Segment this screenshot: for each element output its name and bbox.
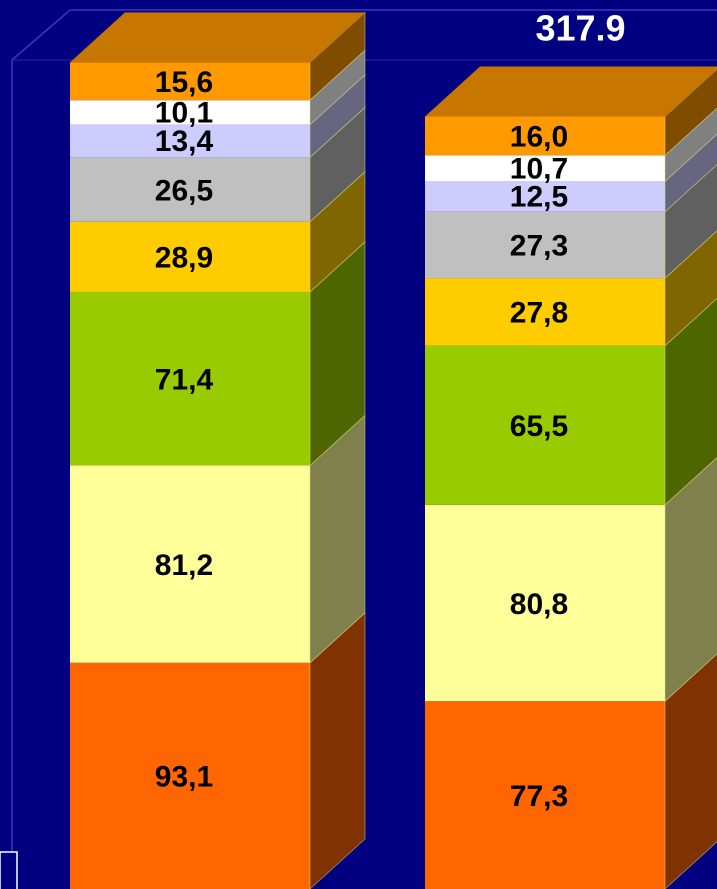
bar-2-segment-4-label: 27,8	[510, 297, 568, 330]
bar-1-segment-2	[70, 465, 310, 663]
bar-2-segment-4-side	[664, 230, 717, 347]
bar-2-segment-1-side	[664, 653, 717, 889]
segment-labels: 93,1 81,2 71,4 28,9 26,5 13,410,115,6 77,3 80,8…	[155, 66, 568, 813]
bar-2-segment-6-side	[664, 133, 717, 213]
bar-2-segment-7-label: 10,7	[510, 152, 568, 185]
bar-1-segment-8	[70, 62, 310, 101]
bar-1-segment-5-label: 26,5	[155, 174, 213, 207]
bar-1-segment-7-label: 10,1	[155, 97, 213, 130]
bar-2-segment-3	[425, 345, 665, 505]
bar-1-segment-7	[70, 100, 310, 125]
bar-1-top	[70, 12, 365, 63]
bar-2-segment-2-label: 80,8	[510, 588, 568, 621]
bar-1-segment-4-label: 28,9	[155, 242, 213, 275]
bar-1-segment-3	[70, 291, 310, 466]
bar-1-segment-6-label: 13,4	[155, 125, 214, 158]
bar-2-segment-8-side	[664, 68, 717, 157]
bar-2-segment-6	[425, 181, 665, 212]
bar-2-segment-3-side	[664, 297, 717, 506]
bar-2-segment-1-label: 77,3	[510, 780, 568, 813]
bar-2-segment-4	[425, 278, 665, 346]
bar-2-segment-2	[425, 504, 665, 702]
bar-2-segment-5-label: 27,3	[510, 230, 568, 263]
bar-2-segment-7-side	[664, 107, 717, 183]
back-wall-edge	[11, 9, 717, 889]
bar-2-segment-1	[425, 701, 665, 889]
bar-2-segment-8-label: 16,0	[510, 121, 568, 154]
bar-2-total-label: 317.9	[535, 8, 625, 49]
bar-1-segment-6	[70, 124, 310, 158]
bar-2	[425, 66, 717, 889]
bar-1-segment-3-label: 71,4	[155, 364, 214, 397]
bar-2-segment-6-label: 12,5	[510, 181, 568, 214]
bar-2-segment-8	[425, 116, 665, 156]
bar-2-segment-3-label: 65,5	[510, 410, 568, 443]
bar-1-segment-2-label: 81,2	[155, 549, 213, 582]
bar-1-segment-1	[70, 662, 310, 889]
total-labels: 340.2317.9	[535, 8, 625, 49]
legend-key-box	[0, 851, 18, 889]
bar-1-segment-4	[70, 221, 310, 292]
bar-2-top	[425, 66, 717, 117]
bar-2-segment-5	[425, 211, 665, 279]
bar-1-segment-5	[70, 157, 310, 222]
bar-1	[70, 11, 366, 889]
bar-1-segment-8-label: 15,6	[155, 66, 213, 99]
bar-2-segment-5-side	[664, 163, 717, 280]
bar-1-segment-1-label: 93,1	[155, 761, 213, 794]
bar-2-segment-7	[425, 155, 665, 182]
bar-2-segment-2-side	[664, 457, 717, 703]
bars	[70, 11, 717, 889]
